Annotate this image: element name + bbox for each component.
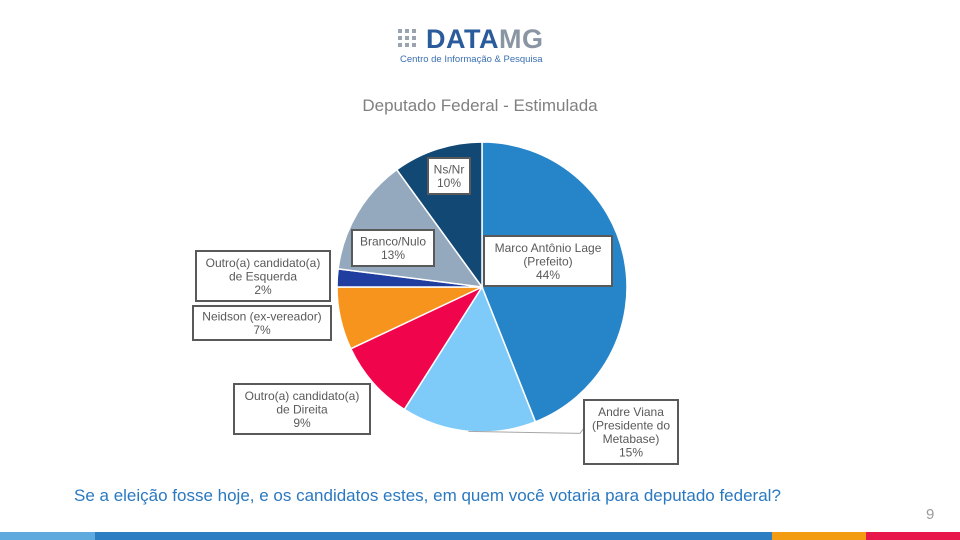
slice-category-label: Andre Viana xyxy=(598,405,664,419)
slice-category-label: de Esquerda xyxy=(229,269,297,283)
logo-subtitle: Centro de Informação & Pesquisa xyxy=(400,54,543,65)
slice-value-label: 10% xyxy=(437,176,461,190)
logo-dots-icon xyxy=(398,29,416,47)
slice-category-label: Outro(a) candidato(a) xyxy=(206,256,321,270)
slice-category-label: (Presidente do xyxy=(592,419,670,433)
survey-question: Se a eleição fosse hoje, e os candidatos… xyxy=(74,486,781,505)
bottom-bar-segment-red xyxy=(866,532,960,540)
bottom-color-bar xyxy=(0,532,960,540)
slice-category-label: Metabase) xyxy=(603,432,660,446)
slice-value-label: 13% xyxy=(381,248,405,262)
bottom-bar-segment-orange xyxy=(772,532,866,540)
logo-word-mg: MG xyxy=(498,24,544,54)
logo-word-data: DATA xyxy=(426,24,499,54)
slice-value-label: 7% xyxy=(253,323,271,337)
slice-label-box-5 xyxy=(351,229,435,267)
slice-value-label: 15% xyxy=(619,446,643,460)
slice-label-box-4 xyxy=(195,250,331,302)
slice-label-box-0 xyxy=(483,235,613,287)
page-number: 9 xyxy=(926,506,935,523)
slice-label-box-3 xyxy=(192,305,332,341)
slice-label-box-2 xyxy=(233,383,371,435)
slice-value-label: 9% xyxy=(293,416,311,430)
chart-title: Deputado Federal - Estimulada xyxy=(362,96,598,115)
pie-slice-1 xyxy=(403,285,537,433)
slice-category-label: Outro(a) candidato(a) xyxy=(245,389,360,403)
pie-slice-2 xyxy=(349,285,485,411)
slice-label-box-1 xyxy=(583,399,679,465)
slice-category-label: (Prefeito) xyxy=(523,254,572,268)
slice-value-label: 44% xyxy=(536,268,560,282)
slice-category-label: Ns/Nr xyxy=(434,163,465,177)
slice-category-label: Neidson (ex-vereador) xyxy=(202,310,321,324)
logo-wordmark: DATAMG xyxy=(426,24,543,55)
slice-value-label: 2% xyxy=(254,283,272,297)
bottom-bar-segment-blue xyxy=(95,532,772,540)
slice-label-0: Marco Antônio Lage(Prefeito)44% xyxy=(483,235,613,287)
leader-line-1 xyxy=(468,427,585,434)
slice-label-box-6 xyxy=(427,157,471,195)
slice-category-label: Marco Antônio Lage xyxy=(495,241,602,255)
slice-category-label: de Direita xyxy=(276,402,328,416)
datamg-logo: DATAMG Centro de Informação & Pesquisa xyxy=(398,24,568,68)
bottom-bar-segment-light-blue xyxy=(0,532,95,540)
slice-category-label: Branco/Nulo xyxy=(360,235,426,249)
slice-label-3: Neidson (ex-vereador)7% xyxy=(192,305,332,341)
